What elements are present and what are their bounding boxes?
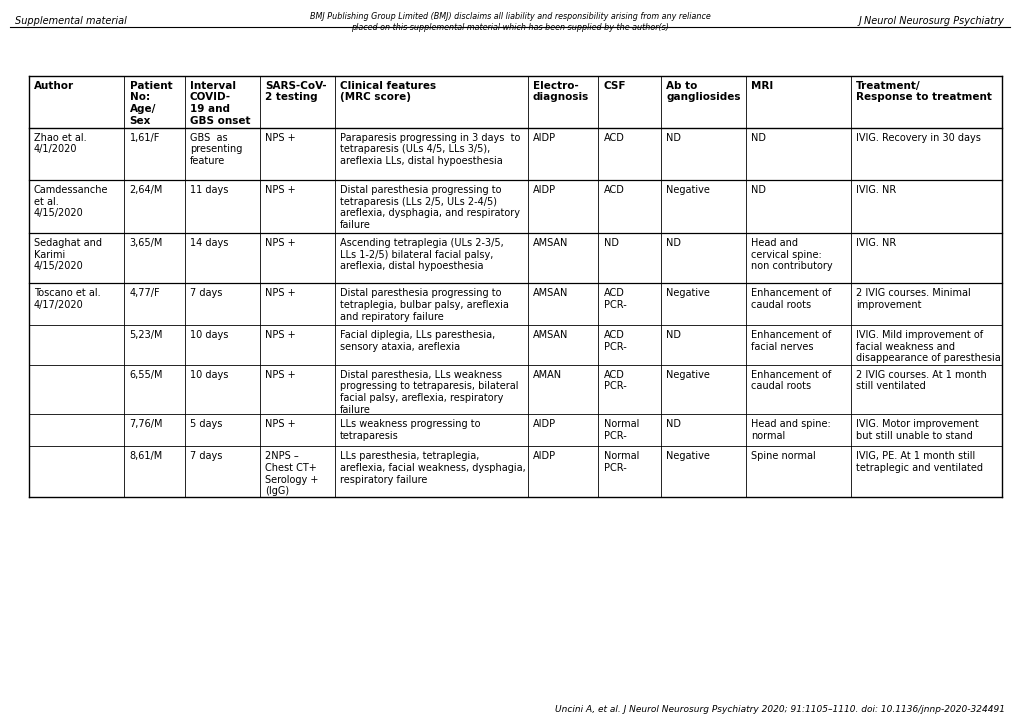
Text: 8,61/M: 8,61/M bbox=[129, 451, 163, 461]
Text: 2,64/M: 2,64/M bbox=[129, 185, 163, 195]
Text: GBS  as
presenting
feature: GBS as presenting feature bbox=[190, 133, 243, 166]
Text: Uncini A, et al. J Neurol Neurosurg Psychiatry 2020; 91:1105–1110. doi: 10.1136/: Uncini A, et al. J Neurol Neurosurg Psyc… bbox=[554, 705, 1004, 714]
Text: ND: ND bbox=[665, 238, 681, 248]
Text: 2 IVIG courses. At 1 month
still ventilated: 2 IVIG courses. At 1 month still ventila… bbox=[855, 370, 985, 392]
Text: ACD
PCR-: ACD PCR- bbox=[603, 288, 626, 310]
Text: IVIG. Motor improvement
but still unable to stand: IVIG. Motor improvement but still unable… bbox=[855, 419, 977, 441]
Text: Negative: Negative bbox=[665, 288, 709, 298]
Text: Head and spine:
normal: Head and spine: normal bbox=[751, 419, 830, 441]
Text: 2 IVIG courses. Minimal
improvement: 2 IVIG courses. Minimal improvement bbox=[855, 288, 969, 310]
Text: Author: Author bbox=[34, 81, 73, 91]
Text: Enhancement of
facial nerves: Enhancement of facial nerves bbox=[751, 330, 830, 352]
Text: Interval
COVID-
19 and
GBS onset: Interval COVID- 19 and GBS onset bbox=[190, 81, 251, 125]
Text: AIDP: AIDP bbox=[532, 185, 555, 195]
Text: J Neurol Neurosurg Psychiatry: J Neurol Neurosurg Psychiatry bbox=[858, 16, 1004, 26]
Text: 5,23/M: 5,23/M bbox=[129, 330, 163, 340]
Text: IVIG. NR: IVIG. NR bbox=[855, 185, 895, 195]
Text: NPS +: NPS + bbox=[265, 330, 296, 340]
Text: ACD
PCR-: ACD PCR- bbox=[603, 330, 626, 352]
Text: Treatment/
Response to treatment: Treatment/ Response to treatment bbox=[855, 81, 990, 102]
Text: 7 days: 7 days bbox=[190, 451, 222, 461]
Text: AMAN: AMAN bbox=[532, 370, 561, 380]
Text: IVIG. Mild improvement of
facial weakness and
disappearance of paresthesia: IVIG. Mild improvement of facial weaknes… bbox=[855, 330, 1000, 363]
Text: Distal paresthesia progressing to
tetraparesis (LLs 2/5, ULs 2-4/5)
areflexia, d: Distal paresthesia progressing to tetrap… bbox=[339, 185, 520, 230]
Text: 7 days: 7 days bbox=[190, 288, 222, 298]
Text: AIDP: AIDP bbox=[532, 133, 555, 143]
Text: Ab to
gangliosides: Ab to gangliosides bbox=[665, 81, 740, 102]
Text: ND: ND bbox=[603, 238, 618, 248]
Text: Enhancement of
caudal roots: Enhancement of caudal roots bbox=[751, 288, 830, 310]
Text: NPS +: NPS + bbox=[265, 288, 296, 298]
Text: ACD
PCR-: ACD PCR- bbox=[603, 370, 626, 392]
Text: Negative: Negative bbox=[665, 185, 709, 195]
Text: LLs weakness progressing to
tetraparesis: LLs weakness progressing to tetraparesis bbox=[339, 419, 480, 441]
Text: Distal paresthesia, LLs weakness
progressing to tetraparesis, bilateral
facial p: Distal paresthesia, LLs weakness progres… bbox=[339, 370, 518, 415]
Text: Zhao et al.
4/1/2020: Zhao et al. 4/1/2020 bbox=[34, 133, 87, 154]
Text: Supplemental material: Supplemental material bbox=[15, 16, 127, 26]
Text: Patient
No:
Age/
Sex: Patient No: Age/ Sex bbox=[129, 81, 172, 125]
Text: CSF: CSF bbox=[603, 81, 626, 91]
Text: NPS +: NPS + bbox=[265, 419, 296, 429]
Text: AIDP: AIDP bbox=[532, 419, 555, 429]
Text: AMSAN: AMSAN bbox=[532, 238, 568, 248]
Text: LLs paresthesia, tetraplegia,
areflexia, facial weakness, dysphagia,
respiratory: LLs paresthesia, tetraplegia, areflexia,… bbox=[339, 451, 525, 485]
Text: Spine normal: Spine normal bbox=[751, 451, 815, 461]
Text: IVIG, PE. At 1 month still
tetraplegic and ventilated: IVIG, PE. At 1 month still tetraplegic a… bbox=[855, 451, 981, 473]
Text: NPS +: NPS + bbox=[265, 185, 296, 195]
Text: Head and
cervical spine:
non contributory: Head and cervical spine: non contributor… bbox=[751, 238, 833, 271]
Text: ND: ND bbox=[665, 419, 681, 429]
Text: NPS +: NPS + bbox=[265, 133, 296, 143]
Text: BMJ Publishing Group Limited (BMJ) disclaims all liability and responsibility ar: BMJ Publishing Group Limited (BMJ) discl… bbox=[310, 12, 709, 32]
Text: 6,55/M: 6,55/M bbox=[129, 370, 163, 380]
Text: ACD: ACD bbox=[603, 133, 624, 143]
Text: Paraparesis progressing in 3 days  to
tetraparesis (ULs 4/5, LLs 3/5),
areflexia: Paraparesis progressing in 3 days to tet… bbox=[339, 133, 520, 166]
Text: Negative: Negative bbox=[665, 451, 709, 461]
Text: IVIG. NR: IVIG. NR bbox=[855, 238, 895, 248]
Text: 4,77/F: 4,77/F bbox=[129, 288, 160, 298]
Text: ND: ND bbox=[751, 133, 765, 143]
Text: Facial diplegia, LLs paresthesia,
sensory ataxia, areflexia: Facial diplegia, LLs paresthesia, sensor… bbox=[339, 330, 495, 352]
Text: 3,65/M: 3,65/M bbox=[129, 238, 163, 248]
Text: Toscano et al.
4/17/2020: Toscano et al. 4/17/2020 bbox=[34, 288, 100, 310]
Text: Normal
PCR-: Normal PCR- bbox=[603, 451, 638, 473]
Text: ACD: ACD bbox=[603, 185, 624, 195]
Text: Enhancement of
caudal roots: Enhancement of caudal roots bbox=[751, 370, 830, 392]
Text: Negative: Negative bbox=[665, 370, 709, 380]
Text: 5 days: 5 days bbox=[190, 419, 222, 429]
Text: NPS +: NPS + bbox=[265, 370, 296, 380]
Text: SARS-CoV-
2 testing: SARS-CoV- 2 testing bbox=[265, 81, 326, 102]
Text: MRI: MRI bbox=[751, 81, 773, 91]
Text: 10 days: 10 days bbox=[190, 330, 228, 340]
Text: Distal paresthesia progressing to
tetraplegia, bulbar palsy, areflexia
and repir: Distal paresthesia progressing to tetrap… bbox=[339, 288, 508, 322]
Text: ND: ND bbox=[665, 133, 681, 143]
Text: Clinical features
(MRC score): Clinical features (MRC score) bbox=[339, 81, 436, 102]
Text: AMSAN: AMSAN bbox=[532, 330, 568, 340]
Text: Electro-
diagnosis: Electro- diagnosis bbox=[532, 81, 588, 102]
Text: 10 days: 10 days bbox=[190, 370, 228, 380]
Text: Normal
PCR-: Normal PCR- bbox=[603, 419, 638, 441]
Text: 14 days: 14 days bbox=[190, 238, 228, 248]
Text: 7,76/M: 7,76/M bbox=[129, 419, 163, 429]
Text: Ascending tetraplegia (ULs 2-3/5,
LLs 1-2/5) bilateral facial palsy,
areflexia, : Ascending tetraplegia (ULs 2-3/5, LLs 1-… bbox=[339, 238, 503, 271]
Text: ND: ND bbox=[751, 185, 765, 195]
Text: AIDP: AIDP bbox=[532, 451, 555, 461]
Text: Sedaghat and
Karimi
4/15/2020: Sedaghat and Karimi 4/15/2020 bbox=[34, 238, 102, 271]
Text: 1,61/F: 1,61/F bbox=[129, 133, 160, 143]
Text: NPS +: NPS + bbox=[265, 238, 296, 248]
Text: 11 days: 11 days bbox=[190, 185, 228, 195]
Text: AMSAN: AMSAN bbox=[532, 288, 568, 298]
Text: 2NPS –
Chest CT+
Serology +
(IgG): 2NPS – Chest CT+ Serology + (IgG) bbox=[265, 451, 318, 496]
Text: Camdessanche
et al.
4/15/2020: Camdessanche et al. 4/15/2020 bbox=[34, 185, 108, 218]
Text: ND: ND bbox=[665, 330, 681, 340]
Text: IVIG. Recovery in 30 days: IVIG. Recovery in 30 days bbox=[855, 133, 979, 143]
